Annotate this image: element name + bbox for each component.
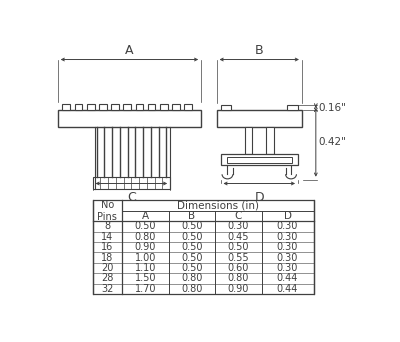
Text: 8: 8 [104, 221, 110, 232]
Text: C: C [127, 191, 136, 204]
Text: 0.90: 0.90 [228, 284, 249, 294]
Text: 0.30: 0.30 [277, 232, 298, 242]
Text: 1.70: 1.70 [134, 284, 156, 294]
Text: 1.10: 1.10 [135, 263, 156, 273]
Text: 1.50: 1.50 [134, 273, 156, 284]
Bar [123, 104, 131, 110]
Text: 0.30: 0.30 [277, 221, 298, 232]
Text: 0.50: 0.50 [228, 242, 249, 252]
Text: 0.44: 0.44 [277, 273, 298, 284]
Text: 16: 16 [101, 242, 114, 252]
Bar [217, 110, 302, 127]
Bar [111, 104, 119, 110]
Bar [184, 104, 192, 110]
Bar [160, 104, 168, 110]
Text: Dimensions (in): Dimensions (in) [177, 201, 259, 211]
Bar [227, 157, 292, 163]
Text: A: A [125, 44, 134, 57]
Text: 0.80: 0.80 [181, 284, 202, 294]
Text: 28: 28 [101, 273, 114, 284]
Bar [62, 104, 70, 110]
Text: 0.60: 0.60 [228, 263, 249, 273]
Bar [93, 200, 314, 294]
Text: 0.80: 0.80 [228, 273, 249, 284]
Text: 20: 20 [101, 263, 114, 273]
Bar [148, 104, 156, 110]
Text: 0.90: 0.90 [135, 242, 156, 252]
Bar [93, 177, 170, 189]
Text: 0.50: 0.50 [181, 242, 202, 252]
Text: 0.80: 0.80 [181, 273, 202, 284]
Text: 0.55: 0.55 [228, 253, 249, 263]
Text: 0.30: 0.30 [277, 242, 298, 252]
Text: 0.44: 0.44 [277, 284, 298, 294]
Text: 0.50: 0.50 [181, 232, 202, 242]
Bar [287, 105, 298, 110]
Text: 0.80: 0.80 [135, 232, 156, 242]
Text: 0.30: 0.30 [277, 263, 298, 273]
Text: 0.50: 0.50 [181, 253, 202, 263]
Text: D: D [254, 191, 264, 204]
Bar [87, 104, 94, 110]
Bar [266, 127, 274, 154]
Bar [172, 104, 180, 110]
Text: B: B [255, 44, 264, 57]
Text: 0.30: 0.30 [228, 221, 249, 232]
Text: No
Pins: No Pins [98, 200, 117, 222]
Text: 14: 14 [101, 232, 114, 242]
Text: 0.50: 0.50 [181, 263, 202, 273]
Bar [58, 110, 201, 127]
Bar [74, 104, 82, 110]
Text: B: B [188, 211, 195, 221]
Text: C: C [235, 211, 242, 221]
Bar [220, 154, 298, 165]
Text: 1.00: 1.00 [135, 253, 156, 263]
Text: 18: 18 [101, 253, 114, 263]
Bar [136, 104, 143, 110]
Text: 32: 32 [101, 284, 114, 294]
Text: 0.30: 0.30 [277, 253, 298, 263]
Bar [220, 105, 231, 110]
Text: 0.42": 0.42" [318, 137, 346, 147]
Text: 0.50: 0.50 [134, 221, 156, 232]
Bar [99, 104, 107, 110]
Text: A: A [142, 211, 149, 221]
Text: 0.45: 0.45 [228, 232, 249, 242]
Text: 0.50: 0.50 [181, 221, 202, 232]
Text: 0.16": 0.16" [318, 103, 346, 113]
Bar [244, 127, 252, 154]
Text: D: D [284, 211, 292, 221]
